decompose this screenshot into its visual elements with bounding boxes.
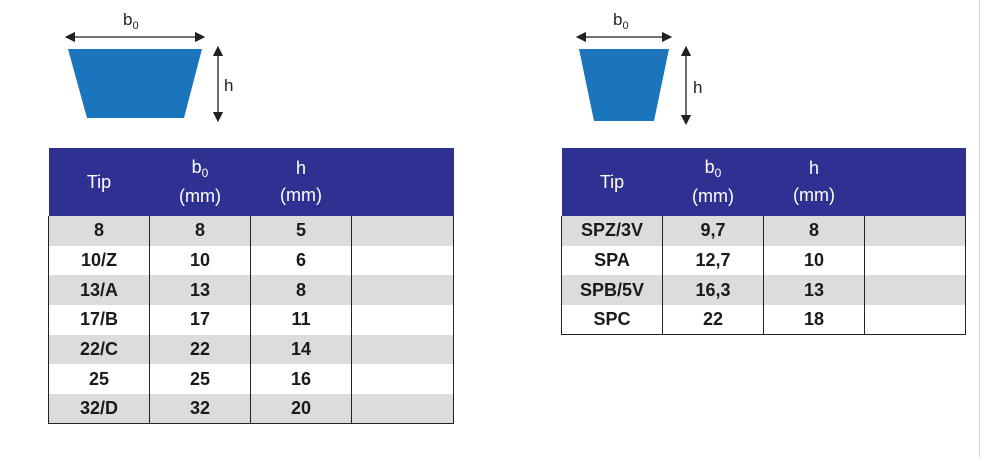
table-cell: 25 <box>48 364 150 395</box>
header-empty <box>351 148 454 216</box>
table-cell <box>864 216 966 246</box>
header-tip: Tip <box>48 148 150 216</box>
belt-profile-diagram-classic: b0 h <box>60 5 260 125</box>
table-cell <box>864 275 966 306</box>
table-cell: 17/B <box>48 305 150 335</box>
table-row: SPB/5V 16,3 13 <box>561 275 966 306</box>
table-cell: 13 <box>149 275 251 306</box>
table-cell: 18 <box>763 305 865 336</box>
table-cell <box>351 275 454 306</box>
table-cell <box>351 216 454 246</box>
table-cell: 5 <box>250 216 352 246</box>
table-cell: 10/Z <box>48 245 150 276</box>
table-row: 32/D 32 20 <box>48 394 454 425</box>
table-cell: 8 <box>48 216 150 246</box>
table-row: 13/A 13 8 <box>48 275 454 306</box>
height-label: h <box>693 78 702 97</box>
table-row: SPC 22 18 <box>561 305 966 336</box>
table-cell: 22/C <box>48 334 150 365</box>
table-cell <box>351 334 454 365</box>
table-cell: 25 <box>149 364 251 395</box>
table-cell: 22 <box>149 334 251 365</box>
table-cell: 12,7 <box>662 245 764 276</box>
width-label: b0 <box>613 10 629 32</box>
table-cell: 17 <box>149 305 251 335</box>
table-cell <box>351 305 454 335</box>
table-cell: 20 <box>250 394 352 425</box>
narrow-belt-table: Tip b0 (mm) h (mm) SPZ/3V 9,7 8 SPA 12,7 10 SPB/… <box>561 148 966 336</box>
table-cell: 6 <box>250 245 352 276</box>
table-cell: 8 <box>763 216 865 246</box>
table-row: 22/C 22 14 <box>48 334 454 365</box>
header-h: h (mm) <box>763 148 865 216</box>
header-h: h (mm) <box>250 148 352 216</box>
table-header-row: Tip b0 (mm) h (mm) <box>561 148 966 216</box>
table-row: SPZ/3V 9,7 8 <box>561 216 966 246</box>
belt-cross-section <box>579 49 669 121</box>
table-row: SPA 12,7 10 <box>561 245 966 276</box>
table-cell: 11 <box>250 305 352 335</box>
table-cell: 8 <box>250 275 352 306</box>
table-cell: SPA <box>561 245 663 276</box>
width-label: b0 <box>123 10 139 32</box>
table-cell: 16 <box>250 364 352 395</box>
page-edge-line <box>979 0 980 457</box>
belt-profile-diagram-narrow: b0 h <box>572 5 772 126</box>
height-label: h <box>224 76 233 95</box>
table-cell: SPC <box>561 305 663 336</box>
table-cell: SPZ/3V <box>561 216 663 246</box>
table-cell: SPB/5V <box>561 275 663 306</box>
table-row: 17/B 17 11 <box>48 305 454 335</box>
table-cell: 22 <box>662 305 764 336</box>
table-cell: 14 <box>250 334 352 365</box>
table-cell: 10 <box>763 245 865 276</box>
header-b0: b0 (mm) <box>662 148 764 216</box>
table-cell: 13/A <box>48 275 150 306</box>
table-cell: 32/D <box>48 394 150 425</box>
header-tip: Tip <box>561 148 663 216</box>
classic-belt-table: Tip b0 (mm) h (mm) 8 8 5 10/Z 10 6 13/A 13 8 17/B 17… <box>48 148 454 425</box>
table-row: 10/Z 10 6 <box>48 245 454 276</box>
table-cell <box>351 245 454 276</box>
table-cell: 13 <box>763 275 865 306</box>
table-cell: 16,3 <box>662 275 764 306</box>
table-cell <box>351 364 454 395</box>
header-empty <box>864 148 966 216</box>
table-cell: 8 <box>149 216 251 246</box>
table-cell: 32 <box>149 394 251 425</box>
table-cell <box>864 245 966 276</box>
table-cell <box>864 305 966 336</box>
belt-cross-section <box>68 49 202 118</box>
header-b0: b0 (mm) <box>149 148 251 216</box>
table-row: 25 25 16 <box>48 364 454 395</box>
table-cell <box>351 394 454 425</box>
table-cell: 10 <box>149 245 251 276</box>
table-cell: 9,7 <box>662 216 764 246</box>
table-header-row: Tip b0 (mm) h (mm) <box>48 148 454 216</box>
